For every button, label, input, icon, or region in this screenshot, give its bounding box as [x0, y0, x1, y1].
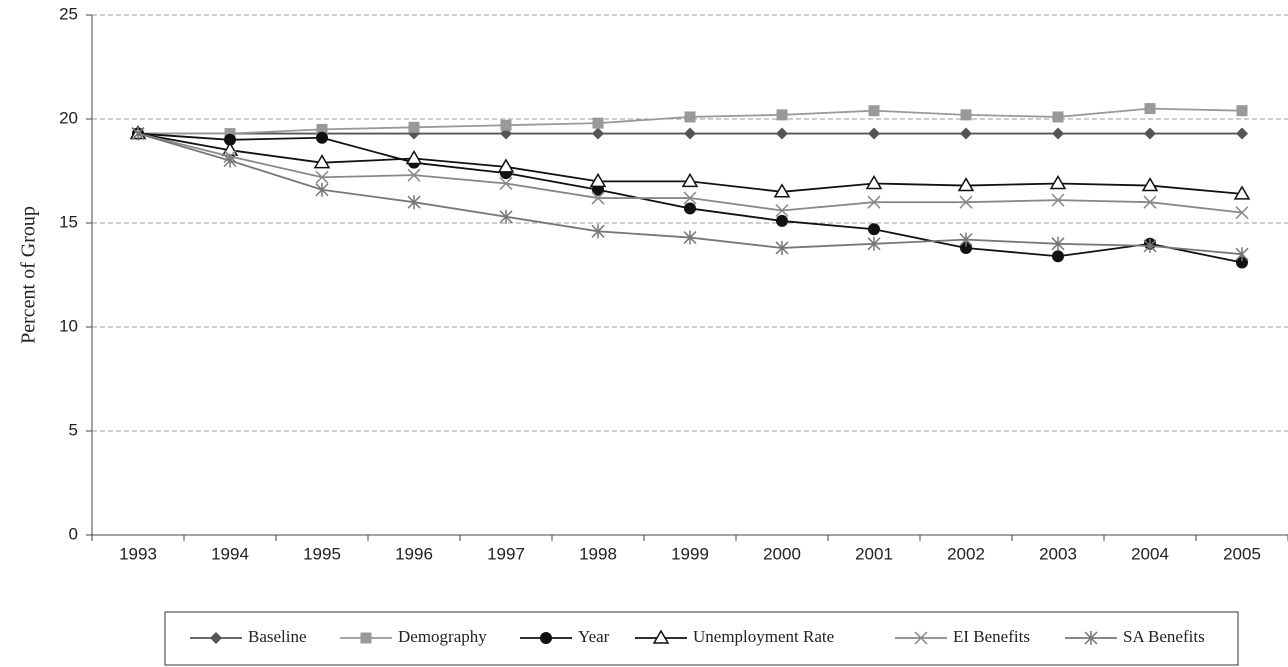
- data-point: [316, 123, 328, 135]
- data-point: [776, 127, 788, 140]
- data-point: [959, 195, 973, 209]
- data-point: [773, 183, 791, 198]
- data-point: [684, 127, 696, 140]
- y-tick-label: 5: [69, 420, 78, 439]
- data-point: [865, 174, 883, 190]
- data-point: [1143, 195, 1157, 209]
- x-tick-label: 2000: [763, 544, 801, 563]
- data-point: [684, 111, 696, 123]
- data-point: [775, 240, 789, 255]
- legend-label: EI Benefits: [953, 627, 1030, 646]
- data-point: [591, 224, 605, 239]
- data-point: [959, 232, 973, 247]
- legend-label: Unemployment Rate: [693, 627, 834, 646]
- data-point: [776, 109, 788, 121]
- data-point: [1236, 105, 1248, 117]
- data-point: [500, 119, 512, 131]
- data-point: [315, 170, 329, 184]
- x-tick-label: 1993: [119, 544, 157, 563]
- data-point: [684, 202, 696, 215]
- data-point: [408, 121, 420, 133]
- data-point: [776, 214, 788, 227]
- x-tick-label: 1997: [487, 544, 525, 563]
- data-point: [867, 236, 881, 251]
- data-point: [868, 223, 880, 236]
- data-point: [868, 105, 880, 117]
- data-point: [1051, 236, 1065, 251]
- legend-marker: [360, 632, 372, 644]
- data-point: [589, 172, 607, 188]
- data-point: [499, 209, 513, 224]
- x-tick-label: 2004: [1131, 544, 1169, 563]
- legend-marker: [1084, 631, 1098, 645]
- data-point: [131, 126, 145, 141]
- data-point: [1235, 247, 1249, 262]
- data-point: [681, 172, 699, 188]
- legend-label: Baseline: [248, 627, 307, 646]
- data-point: [1236, 256, 1248, 269]
- data-point: [683, 230, 697, 245]
- data-point: [1052, 127, 1064, 140]
- x-tick-label: 2005: [1223, 544, 1261, 563]
- y-axis-label: Percent of Group: [18, 206, 40, 344]
- legend-marker: [914, 631, 928, 645]
- data-point: [592, 127, 604, 140]
- legend-label: SA Benefits: [1123, 627, 1205, 646]
- data-point: [1144, 103, 1156, 115]
- data-point: [1052, 111, 1064, 123]
- data-point: [1143, 238, 1157, 253]
- x-tick-label: 1998: [579, 544, 617, 563]
- legend-label: Year: [578, 627, 610, 646]
- data-point: [1233, 185, 1251, 200]
- data-point: [315, 182, 329, 197]
- y-tick-label: 10: [59, 316, 78, 335]
- y-tick-label: 15: [59, 212, 78, 231]
- data-point: [1051, 193, 1065, 207]
- x-tick-label: 2002: [947, 544, 985, 563]
- data-point: [223, 153, 237, 168]
- data-point: [1049, 174, 1067, 190]
- data-point: [407, 168, 421, 182]
- data-point: [868, 127, 880, 140]
- data-point: [497, 158, 515, 173]
- x-tick-label: 2003: [1039, 544, 1077, 563]
- data-point: [957, 177, 975, 192]
- data-point: [1144, 127, 1156, 140]
- x-tick-label: 1994: [211, 544, 249, 563]
- data-point: [405, 150, 423, 165]
- data-point: [499, 176, 513, 191]
- data-point: [775, 203, 789, 218]
- data-point: [1235, 206, 1249, 220]
- x-tick-label: 1999: [671, 544, 709, 563]
- data-point: [316, 131, 328, 144]
- data-point: [592, 117, 604, 129]
- data-point: [683, 191, 697, 205]
- legend-marker: [540, 632, 552, 644]
- legend-marker: [652, 629, 670, 644]
- data-point: [867, 195, 881, 209]
- data-point: [960, 109, 972, 121]
- data-point: [224, 128, 236, 140]
- x-tick-label: 1995: [303, 544, 341, 563]
- data-point: [960, 127, 972, 140]
- y-tick-label: 20: [59, 108, 78, 127]
- data-point: [224, 133, 236, 146]
- x-tick-label: 2001: [855, 544, 893, 563]
- y-tick-label: 0: [69, 524, 78, 543]
- legend-box: [164, 611, 1239, 666]
- data-point: [313, 154, 331, 169]
- data-point: [960, 241, 972, 254]
- legend-marker: [210, 632, 222, 644]
- x-tick-label: 1996: [395, 544, 433, 563]
- data-point: [1236, 127, 1248, 140]
- y-tick-label: 25: [59, 4, 78, 23]
- legend-label: Demography: [398, 627, 487, 646]
- data-point: [1052, 250, 1064, 263]
- data-point: [591, 191, 605, 205]
- data-point: [407, 195, 421, 210]
- data-point: [1141, 177, 1159, 192]
